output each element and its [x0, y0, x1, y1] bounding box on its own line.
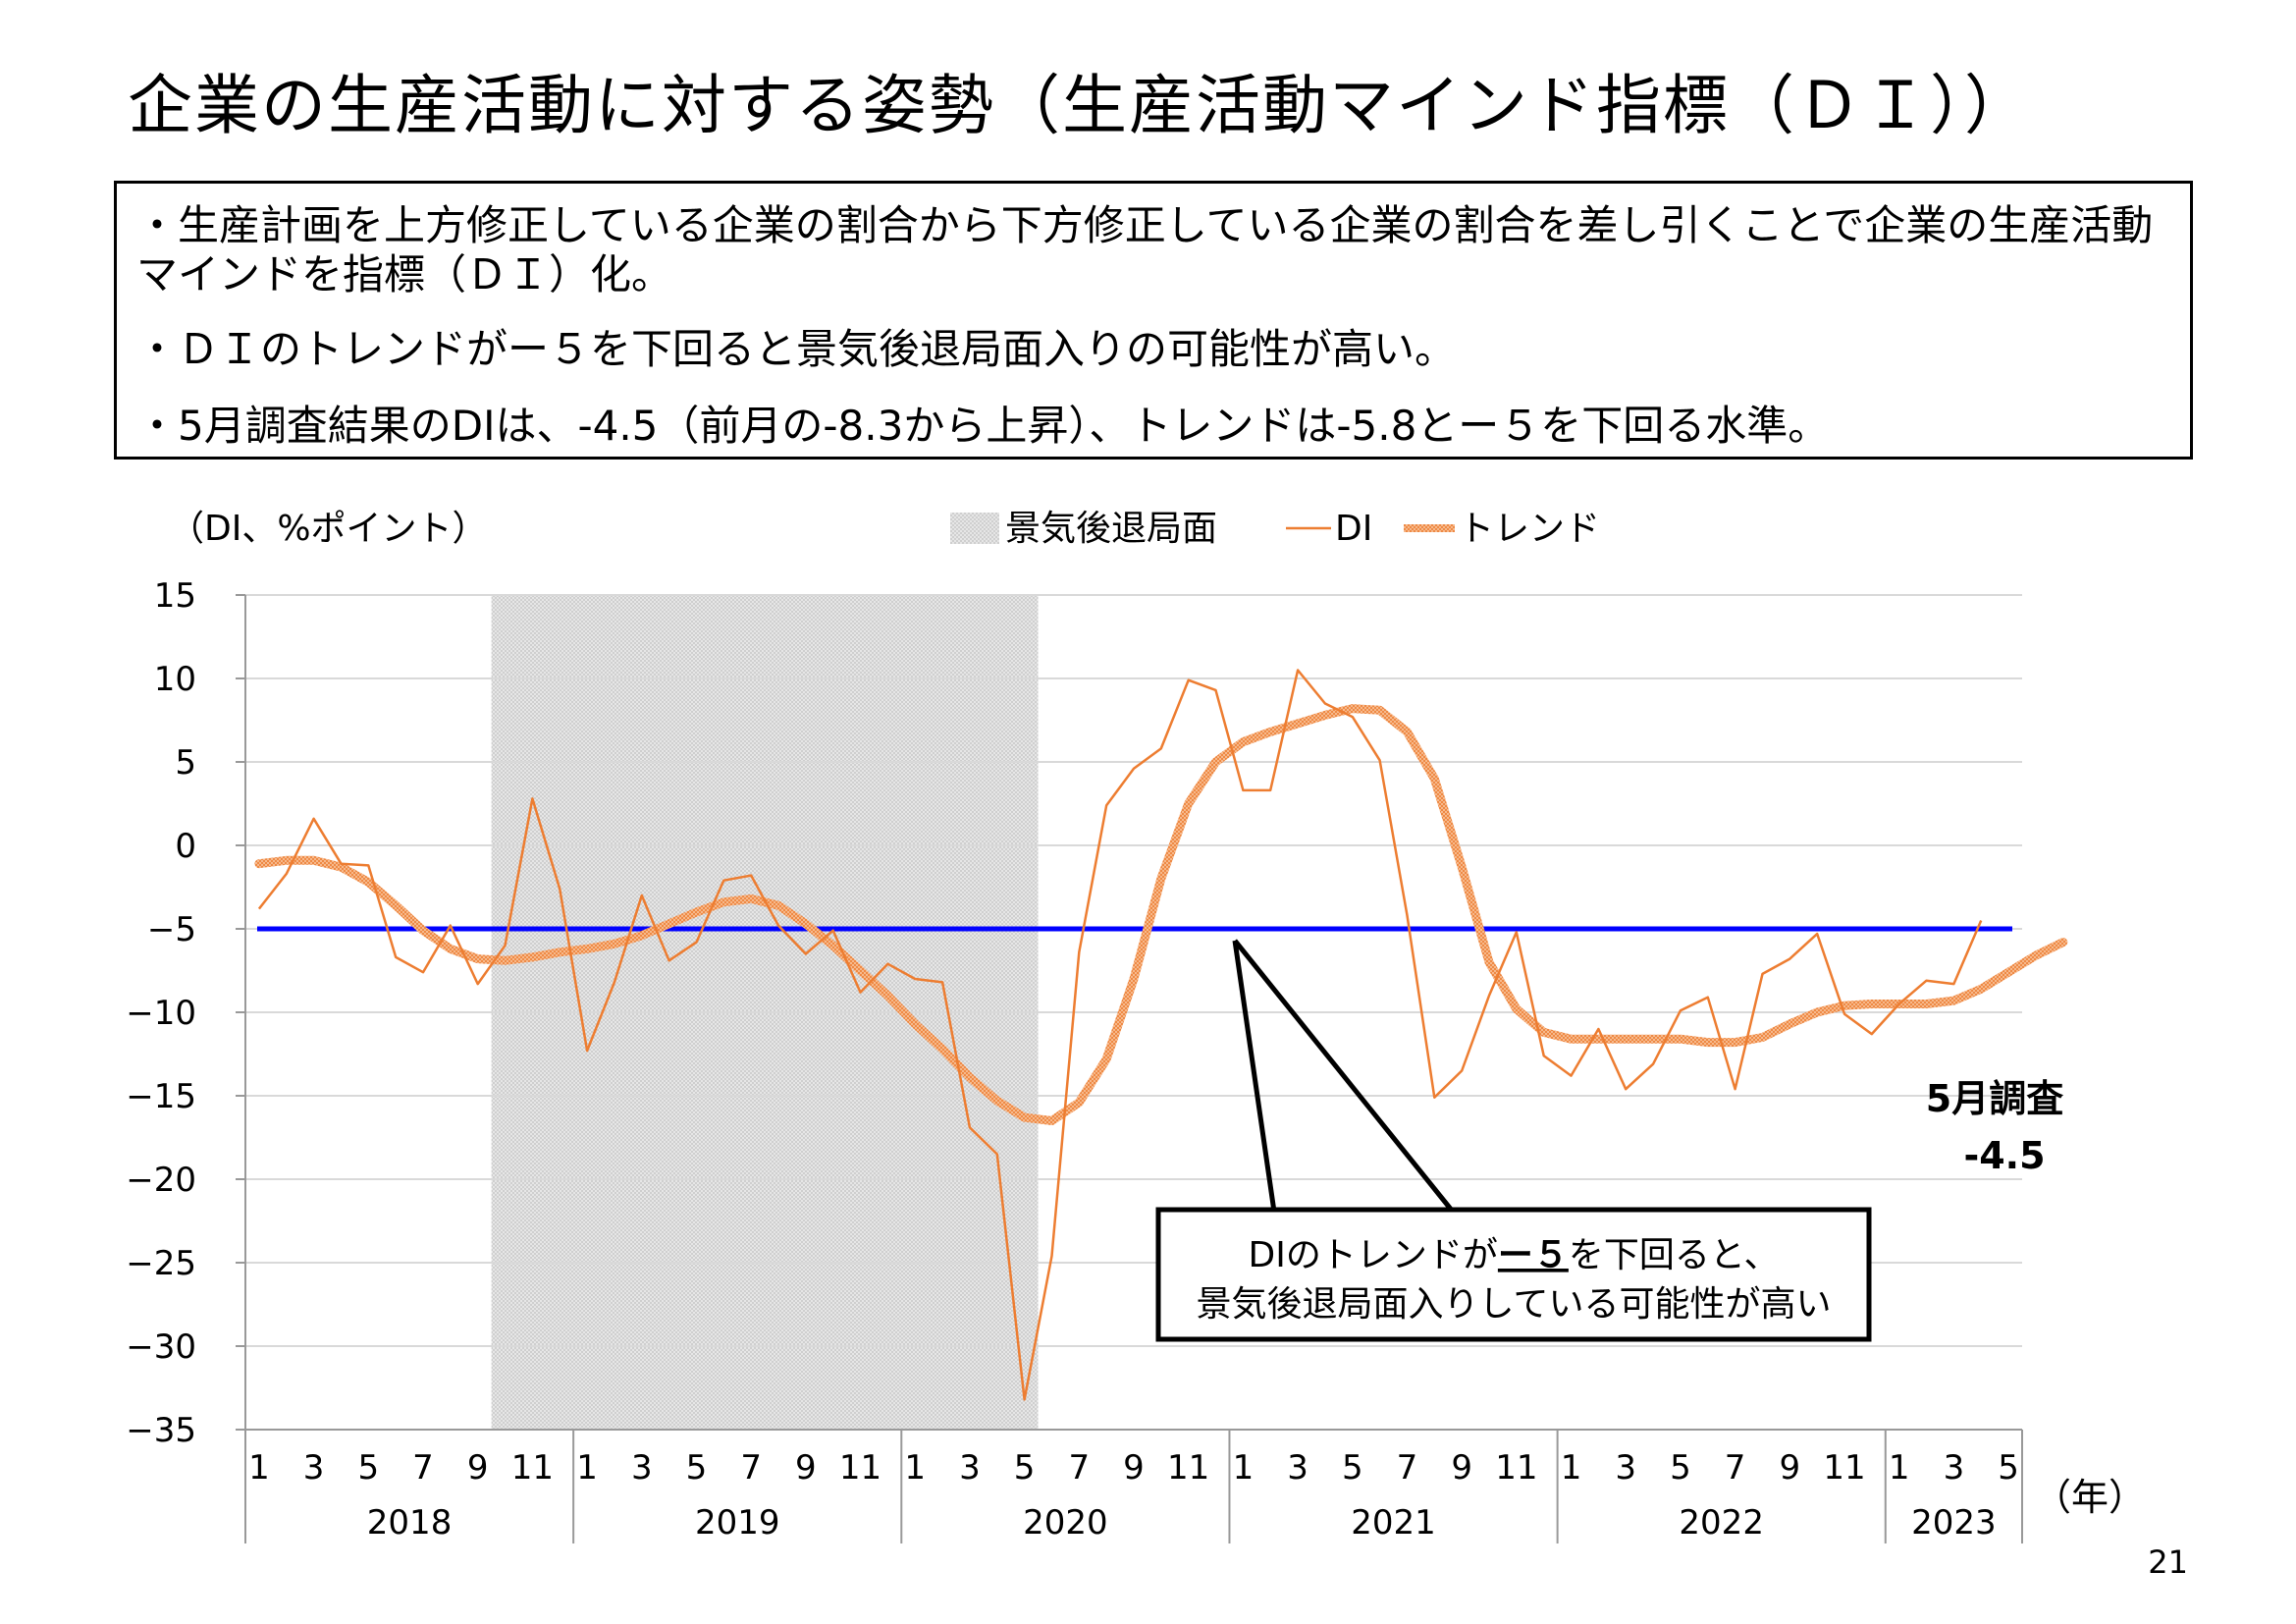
x-tick-label: 1: [1889, 1448, 1910, 1488]
x-tick-label: 3: [959, 1448, 981, 1488]
latest-survey-value: -4.5: [1963, 1134, 2045, 1177]
x-tick-label: 5: [686, 1448, 708, 1488]
y-axis-label: （DI、%ポイント）: [169, 509, 488, 549]
x-tick-label: 11: [1167, 1448, 1209, 1488]
x-tick-label: 5: [1670, 1448, 1691, 1488]
x-tick-label: 1: [904, 1448, 926, 1488]
y-tick-label: −5: [147, 910, 196, 949]
series-di-line: [257, 669, 1983, 1401]
legend-label-trend: トレンド: [1459, 509, 1600, 549]
x-tick-label: 5: [357, 1448, 379, 1488]
y-tick-label: −10: [126, 994, 196, 1033]
x-tick-label: 9: [795, 1448, 817, 1488]
callout-pointer-right: [1233, 939, 1455, 1214]
year-label: 2020: [1023, 1503, 1108, 1543]
year-label: 2019: [695, 1503, 780, 1543]
x-tick-label: 11: [511, 1448, 554, 1488]
x-tick-label: 11: [839, 1448, 881, 1488]
x-tick-label: 9: [1451, 1448, 1472, 1488]
x-tick-label: 11: [1495, 1448, 1537, 1488]
x-tick-label: 5: [1998, 1448, 2019, 1488]
y-tick-label: −20: [126, 1161, 196, 1200]
x-tick-label: 11: [1823, 1448, 1865, 1488]
x-tick-label: 9: [467, 1448, 489, 1488]
y-tick-label: −30: [126, 1327, 196, 1367]
page-title: 企業の生産活動に対する姿勢（生産活動マインド指標（ＤＩ））: [128, 68, 2031, 143]
x-tick-label: 5: [1342, 1448, 1363, 1488]
latest-survey-label: 5月調査: [1926, 1077, 2063, 1120]
summary-bullet-1: ・生産計画を上方修正している企業の割合から下方修正している企業の割合を差し引くこ…: [136, 201, 2154, 298]
callout-text-line1: DIのトレンドがー５を下回ると、: [1249, 1235, 1780, 1275]
callout: DIのトレンドがー５を下回ると、 景気後退局面入りしている可能性が高い: [1155, 939, 1872, 1342]
y-tick-label: 10: [154, 660, 196, 699]
legend-label-recession: 景気後退局面: [1005, 509, 1217, 549]
x-axis-unit: （年）: [2034, 1476, 2146, 1519]
callout-text-line2: 景気後退局面入りしている可能性が高い: [1197, 1284, 1832, 1325]
x-tick-label: 9: [1123, 1448, 1145, 1488]
y-tick-label: −15: [126, 1077, 196, 1116]
y-tick-label: 5: [175, 743, 196, 783]
legend-swatch-recession: [950, 513, 999, 544]
y-tick-label: 0: [175, 827, 196, 866]
callout-box: [1155, 1207, 1872, 1342]
x-tick-label: 1: [576, 1448, 598, 1488]
y-tick-label: −35: [126, 1411, 196, 1450]
series-trend-line: [254, 704, 2068, 1125]
x-tick-label: 5: [1014, 1448, 1036, 1488]
y-tick-label: −25: [126, 1244, 196, 1283]
x-tick-label: 3: [1944, 1448, 1965, 1488]
x-tick-label: 7: [412, 1448, 434, 1488]
x-tick-label: 3: [303, 1448, 325, 1488]
summary-bullet-3: ・5月調査結果のDIは、-4.5（前月の-8.3から上昇）、トレンドは-5.8と…: [136, 402, 1830, 450]
x-tick-label: 3: [1287, 1448, 1308, 1488]
summary-box: ・生産計画を上方修正している企業の割合から下方修正している企業の割合を差し引くこ…: [114, 181, 2193, 460]
y-tick-label: 15: [154, 576, 196, 616]
x-tick-label: 7: [1725, 1448, 1746, 1488]
x-tick-label: 1: [1233, 1448, 1255, 1488]
x-tick-label: 7: [1068, 1448, 1090, 1488]
x-tick-label: 1: [1561, 1448, 1582, 1488]
year-label: 2022: [1679, 1503, 1764, 1543]
x-tick-label: 3: [631, 1448, 653, 1488]
year-label: 2018: [367, 1503, 453, 1543]
legend-label-di: DI: [1335, 509, 1372, 549]
x-tick-label: 7: [1397, 1448, 1418, 1488]
year-label: 2021: [1351, 1503, 1436, 1543]
page-number: 21: [2148, 1543, 2188, 1581]
x-tick-label: 1: [248, 1448, 270, 1488]
summary-bullet-2: ・ＤＩのトレンドがー５を下回ると景気後退局面入りの可能性が高い。: [136, 325, 1457, 373]
x-tick-label: 7: [740, 1448, 762, 1488]
year-label: 2023: [1911, 1503, 1997, 1543]
x-tick-label: 3: [1615, 1448, 1636, 1488]
x-tick-label: 9: [1779, 1448, 1800, 1488]
